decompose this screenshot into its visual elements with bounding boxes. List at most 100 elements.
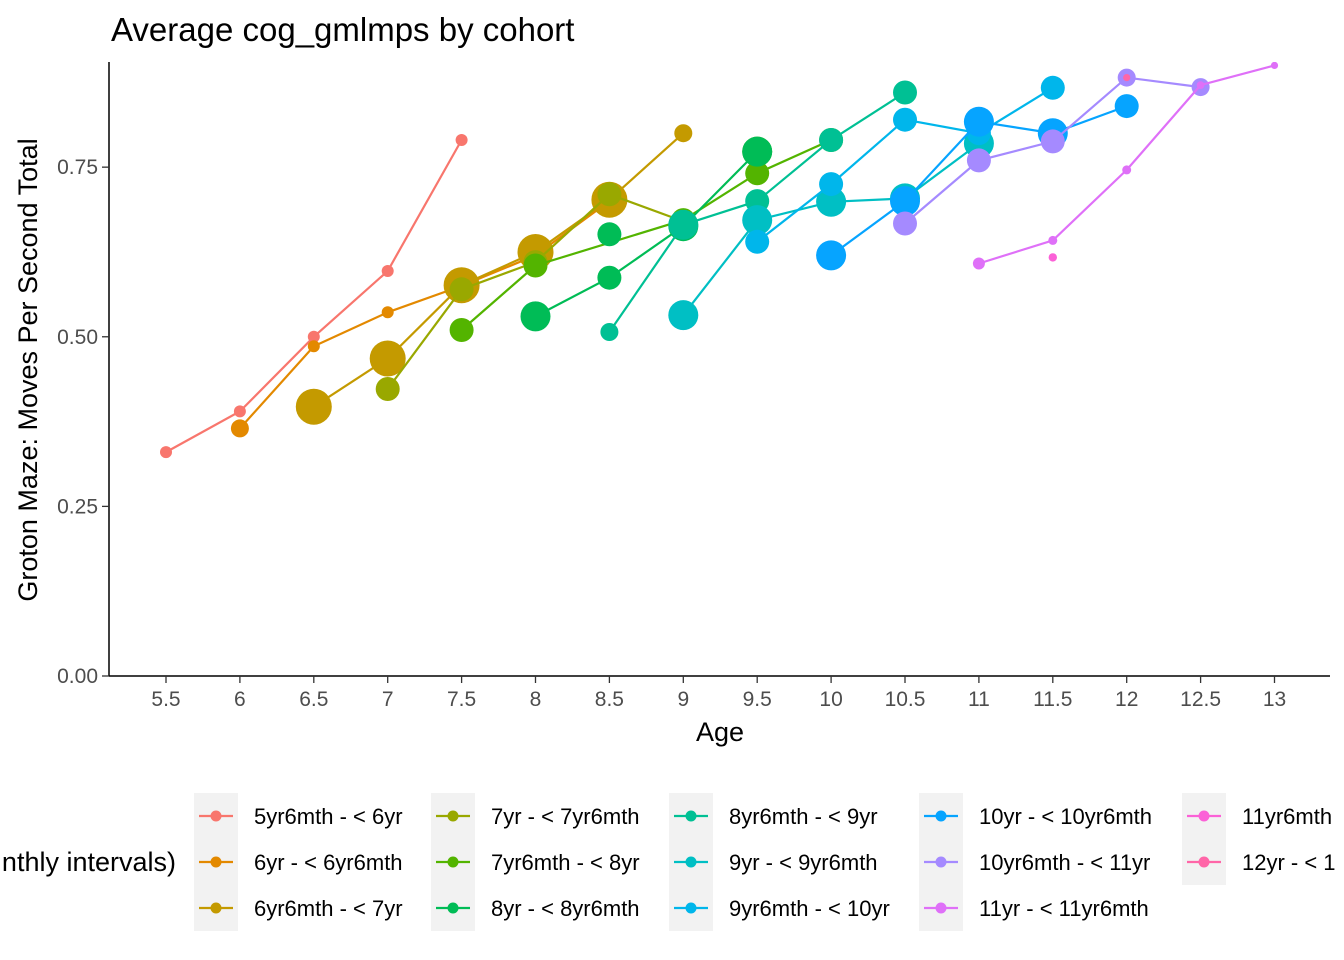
legend-key-point xyxy=(935,856,947,868)
data-point xyxy=(1123,74,1131,82)
x-tick-label: 7.5 xyxy=(447,688,476,711)
x-tick-label: 6 xyxy=(234,688,246,711)
data-point xyxy=(890,186,920,217)
data-point xyxy=(520,301,551,332)
legend-key-point xyxy=(935,902,947,914)
legend-label: 10yr - < 10yr6mth xyxy=(979,804,1152,829)
series-2 xyxy=(230,192,619,438)
legend-title: nthly intervals) xyxy=(2,847,176,877)
data-point xyxy=(1040,75,1065,100)
data-point xyxy=(381,306,394,319)
x-tick-label: 11.5 xyxy=(1033,688,1072,711)
series-layer xyxy=(160,62,1279,459)
legend-label: 9yr - < 9yr6mth xyxy=(729,850,878,875)
series-1 xyxy=(160,134,468,459)
legend-label: 8yr - < 8yr6mth xyxy=(491,896,640,921)
y-tick-label: 0.75 xyxy=(57,156,98,179)
data-point xyxy=(819,128,844,152)
data-point xyxy=(972,257,985,270)
data-point xyxy=(375,377,400,401)
series-3 xyxy=(295,124,693,425)
legend-label: 11yr - < 11yr6mth xyxy=(979,896,1149,921)
legend-label: 6yr6mth - < 7yr xyxy=(254,896,403,921)
legend-key-point xyxy=(1198,810,1210,822)
data-point xyxy=(1040,129,1065,154)
x-tick-label: 12.5 xyxy=(1180,688,1221,711)
legend-label: 9yr6mth - < 10yr xyxy=(729,896,890,921)
y-tick-label: 0.00 xyxy=(57,665,98,688)
legend-key-point xyxy=(210,902,222,914)
data-point xyxy=(674,124,693,143)
legend-label: 7yr6mth - < 8yr xyxy=(491,850,640,875)
series-13 xyxy=(1048,253,1058,262)
legend-item: 10yr - < 10yr6mth xyxy=(919,793,1152,839)
legend-item: 9yr6mth - < 10yr xyxy=(669,885,890,931)
legend-item: 10yr6mth - < 11yr xyxy=(919,839,1150,885)
data-point xyxy=(381,265,394,277)
y-axis-title: Groton Maze: Moves Per Second Total xyxy=(13,138,43,601)
legend-item: 8yr - < 8yr6mth xyxy=(431,885,640,931)
data-point xyxy=(230,419,249,438)
legend-key-point xyxy=(685,902,697,914)
data-point xyxy=(600,323,619,341)
chart-title: Average cog_gmlmps by cohort xyxy=(111,11,574,48)
x-tick-label: 6.5 xyxy=(299,688,328,711)
data-point xyxy=(307,340,320,353)
y-tick-label: 0.50 xyxy=(57,326,98,349)
series-12 xyxy=(972,62,1279,270)
legend-key-point xyxy=(1198,856,1210,868)
data-point xyxy=(742,205,773,236)
data-point xyxy=(160,446,172,459)
series-line xyxy=(534,150,758,318)
x-tick-label: 10.5 xyxy=(885,688,926,711)
series-11 xyxy=(893,68,1210,236)
data-point xyxy=(233,405,246,418)
data-point xyxy=(597,222,622,247)
data-point xyxy=(668,209,699,240)
series-line xyxy=(460,138,832,331)
data-point xyxy=(742,136,773,167)
legend-key-point xyxy=(210,856,222,868)
legend-label: 6yr - < 6yr6mth xyxy=(254,850,403,875)
x-tick-label: 5.5 xyxy=(151,688,180,711)
x-tick-label: 10 xyxy=(819,688,842,711)
legend-label: 5yr6mth - < 6yr xyxy=(254,804,403,829)
legend-label: 11yr6mth xyxy=(1242,804,1332,829)
legend-item: 11yr6mth xyxy=(1182,793,1332,839)
legend-key-point xyxy=(685,856,697,868)
legend-label: 10yr6mth - < 11yr xyxy=(979,850,1150,875)
legend-item: 6yr6mth - < 7yr xyxy=(194,885,403,931)
y-tick-label: 0.25 xyxy=(57,495,98,518)
data-point xyxy=(523,253,548,278)
x-tick-label: 9.5 xyxy=(743,688,772,711)
series-10 xyxy=(816,94,1139,271)
x-tick-label: 12 xyxy=(1115,688,1138,711)
legend-label: 8yr6mth - < 9yr xyxy=(729,804,878,829)
data-point xyxy=(597,182,622,207)
data-point xyxy=(893,211,917,236)
data-point xyxy=(295,388,332,425)
series-line xyxy=(386,193,684,390)
legend-label: 7yr - < 7yr6mth xyxy=(491,804,640,829)
legend-key-point xyxy=(447,856,459,868)
data-point xyxy=(745,229,770,254)
legend: nthly intervals) 5yr6mth - < 6yr 6yr - < … xyxy=(2,793,1336,931)
series-5 xyxy=(449,128,844,342)
x-tick-label: 9 xyxy=(677,688,689,711)
legend-item: 9yr - < 9yr6mth xyxy=(669,839,878,885)
data-point xyxy=(816,186,847,217)
x-ticks: 5.5 6 6.5 7 7.5 8 8.5 9 9.5 10 10.5 11 11.5 12 12.5 13 xyxy=(151,676,1286,711)
series-14 xyxy=(1123,74,1131,82)
data-point xyxy=(893,80,917,105)
x-tick-label: 11 xyxy=(968,688,990,711)
legend-item: 7yr6mth - < 8yr xyxy=(431,839,640,885)
legend-key-point xyxy=(935,810,947,822)
x-axis-title: Age xyxy=(696,717,744,747)
legend-item: 5yr6mth - < 6yr xyxy=(194,793,403,839)
legend-key-point xyxy=(447,902,459,914)
legend-item: 7yr - < 7yr6mth xyxy=(431,793,640,839)
data-point xyxy=(966,148,991,173)
legend-item: 8yr6mth - < 9yr xyxy=(669,793,878,839)
legend-item: 12yr - < 1 xyxy=(1182,839,1336,885)
